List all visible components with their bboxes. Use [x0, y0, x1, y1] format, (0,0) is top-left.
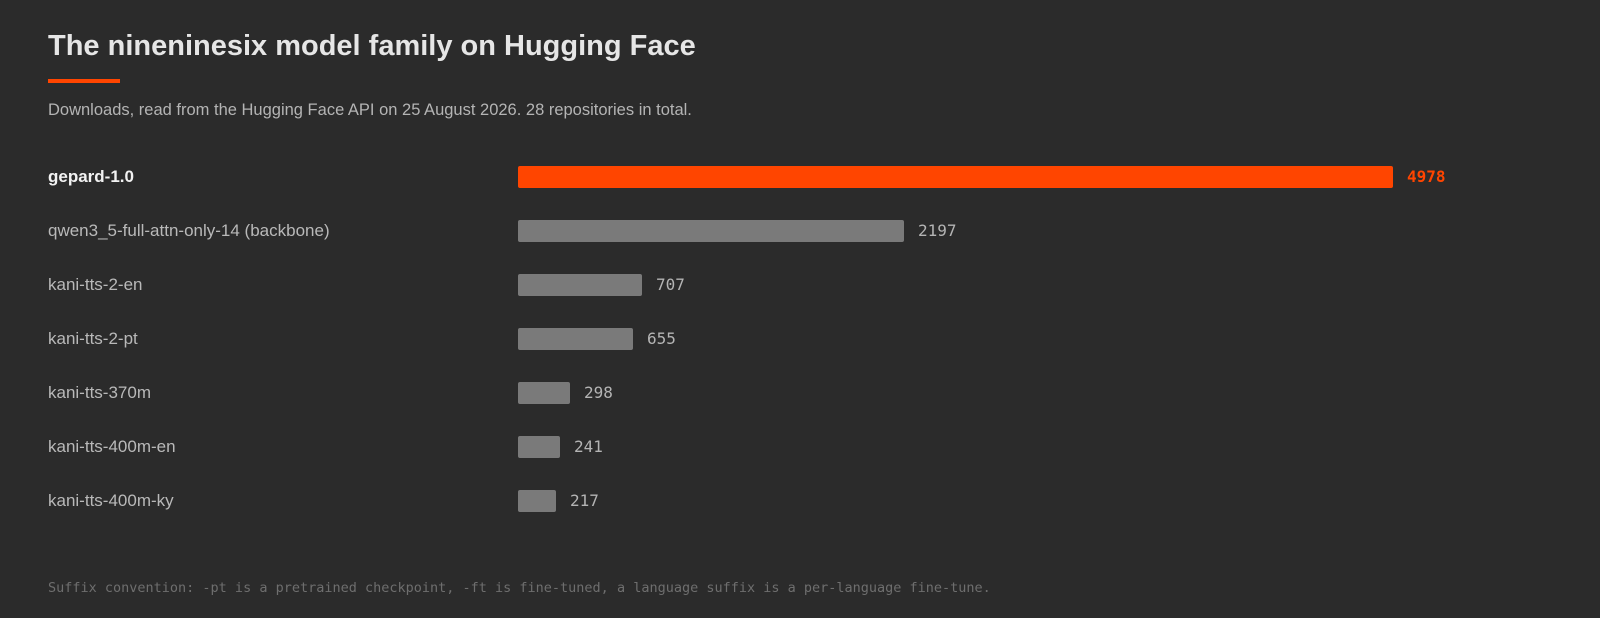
bar-row: kani-tts-2-pt 655	[0, 312, 1600, 366]
chart-title: The nineninesix model family on Hugging …	[48, 30, 696, 62]
bar	[518, 274, 642, 296]
bar-row: qwen3_5-full-attn-only-14 (backbone) 2197	[0, 204, 1600, 258]
value-label: 298	[584, 383, 613, 402]
bar-chart: gepard-1.0 4978 qwen3_5-full-attn-only-14 …	[0, 150, 1600, 530]
bar	[518, 328, 633, 350]
bar	[518, 382, 570, 404]
title-underline	[48, 79, 120, 83]
category-label: kani-tts-370m	[48, 383, 151, 402]
value-label: 4978	[1407, 167, 1446, 186]
footnote: Suffix convention: -pt is a pretrained c…	[48, 580, 991, 596]
value-label: 655	[647, 329, 676, 348]
value-label: 707	[656, 275, 685, 294]
category-label: kani-tts-2-pt	[48, 329, 138, 348]
value-label: 2197	[918, 221, 957, 240]
bar	[518, 490, 556, 512]
category-label: kani-tts-2-en	[48, 275, 143, 294]
bar-row: kani-tts-2-en 707	[0, 258, 1600, 312]
bar-row: kani-tts-400m-ky 217	[0, 474, 1600, 528]
bar-row: gepard-1.0 4978	[0, 150, 1600, 204]
bar	[518, 166, 1393, 188]
bar	[518, 220, 904, 242]
chart-subtitle: Downloads, read from the Hugging Face AP…	[48, 101, 692, 119]
category-label: qwen3_5-full-attn-only-14 (backbone)	[48, 221, 330, 240]
bar-row: kani-tts-370m 298	[0, 366, 1600, 420]
value-label: 217	[570, 491, 599, 510]
category-label: gepard-1.0	[48, 167, 134, 186]
bar-row: kani-tts-400m-en 241	[0, 420, 1600, 474]
bar	[518, 436, 560, 458]
category-label: kani-tts-400m-en	[48, 437, 176, 456]
category-label: kani-tts-400m-ky	[48, 491, 174, 510]
value-label: 241	[574, 437, 603, 456]
